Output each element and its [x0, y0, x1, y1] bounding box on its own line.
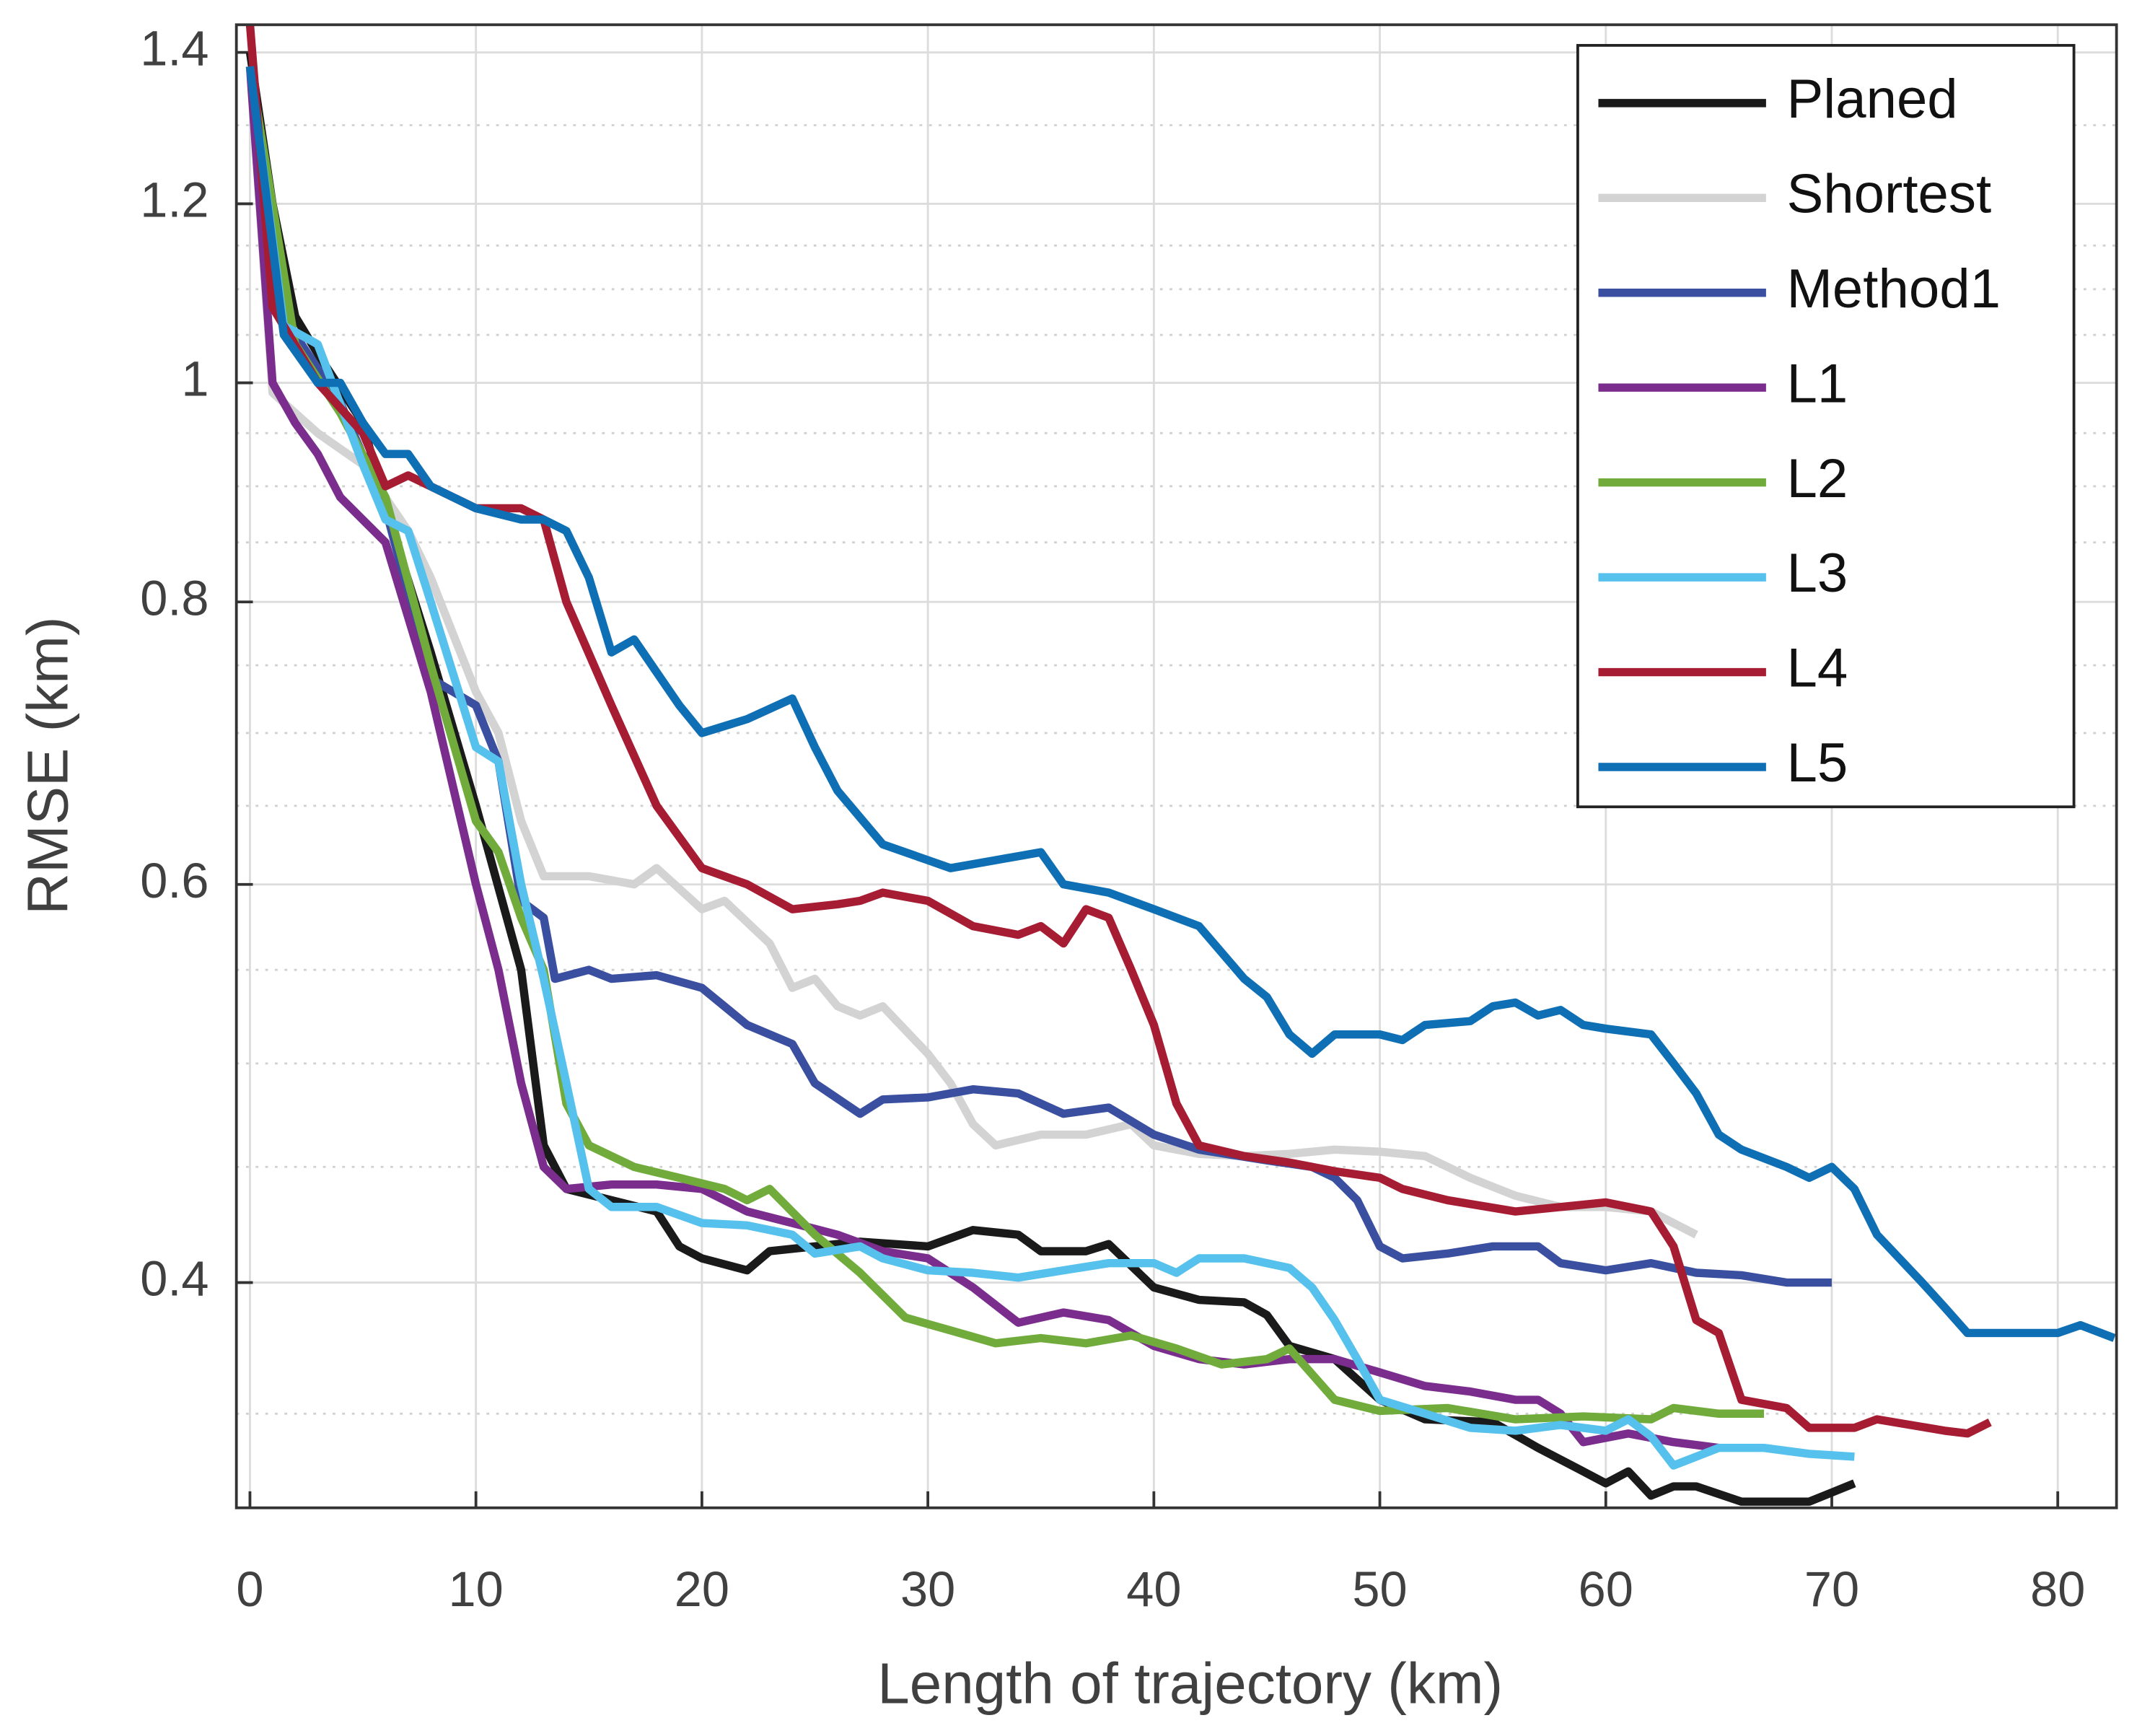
x-tick-label: 70	[1804, 1561, 1859, 1617]
line	[245, 66, 1720, 1452]
legend-label: L2	[1786, 448, 1848, 509]
x-axis-label: Length of trajectory (km)	[877, 1651, 1503, 1715]
legend-label: L4	[1786, 638, 1848, 699]
y-tick-label: 1.4	[140, 21, 209, 76]
y-tick-label: 1.2	[140, 172, 209, 228]
line	[245, 51, 1856, 1506]
x-tick-label: 80	[2030, 1561, 2085, 1617]
legend-label: L5	[1786, 732, 1848, 794]
x-tick-label: 20	[675, 1561, 729, 1617]
plot-frame	[234, 23, 2118, 1509]
x-tick-label: 10	[449, 1561, 504, 1617]
y-axis-label: RMSE (km)	[16, 616, 80, 914]
x-tick-label: 40	[1126, 1561, 1181, 1617]
legend-label: L3	[1786, 543, 1848, 604]
x-tick-label: 0	[236, 1561, 263, 1617]
legend-label: Shortest	[1786, 163, 1991, 224]
y-tick-label: 0.8	[140, 570, 209, 626]
legend-label: Planed	[1786, 69, 1957, 130]
x-tick-label: 50	[1352, 1561, 1407, 1617]
line	[245, 25, 1992, 1438]
y-tick-label: 0.4	[140, 1251, 209, 1307]
legend-label: L1	[1786, 353, 1848, 414]
y-tick-label: 1	[181, 351, 209, 407]
series-group	[245, 25, 2116, 1506]
x-tick-label: 30	[900, 1561, 955, 1617]
y-tick-label: 0.6	[140, 853, 209, 908]
line	[245, 66, 1855, 1470]
line	[245, 66, 1765, 1424]
line	[245, 66, 2116, 1342]
legend-label: Method1	[1786, 258, 2001, 320]
legend-box	[1576, 43, 2076, 809]
x-tick-label: 60	[1579, 1561, 1633, 1617]
line	[245, 66, 1698, 1239]
